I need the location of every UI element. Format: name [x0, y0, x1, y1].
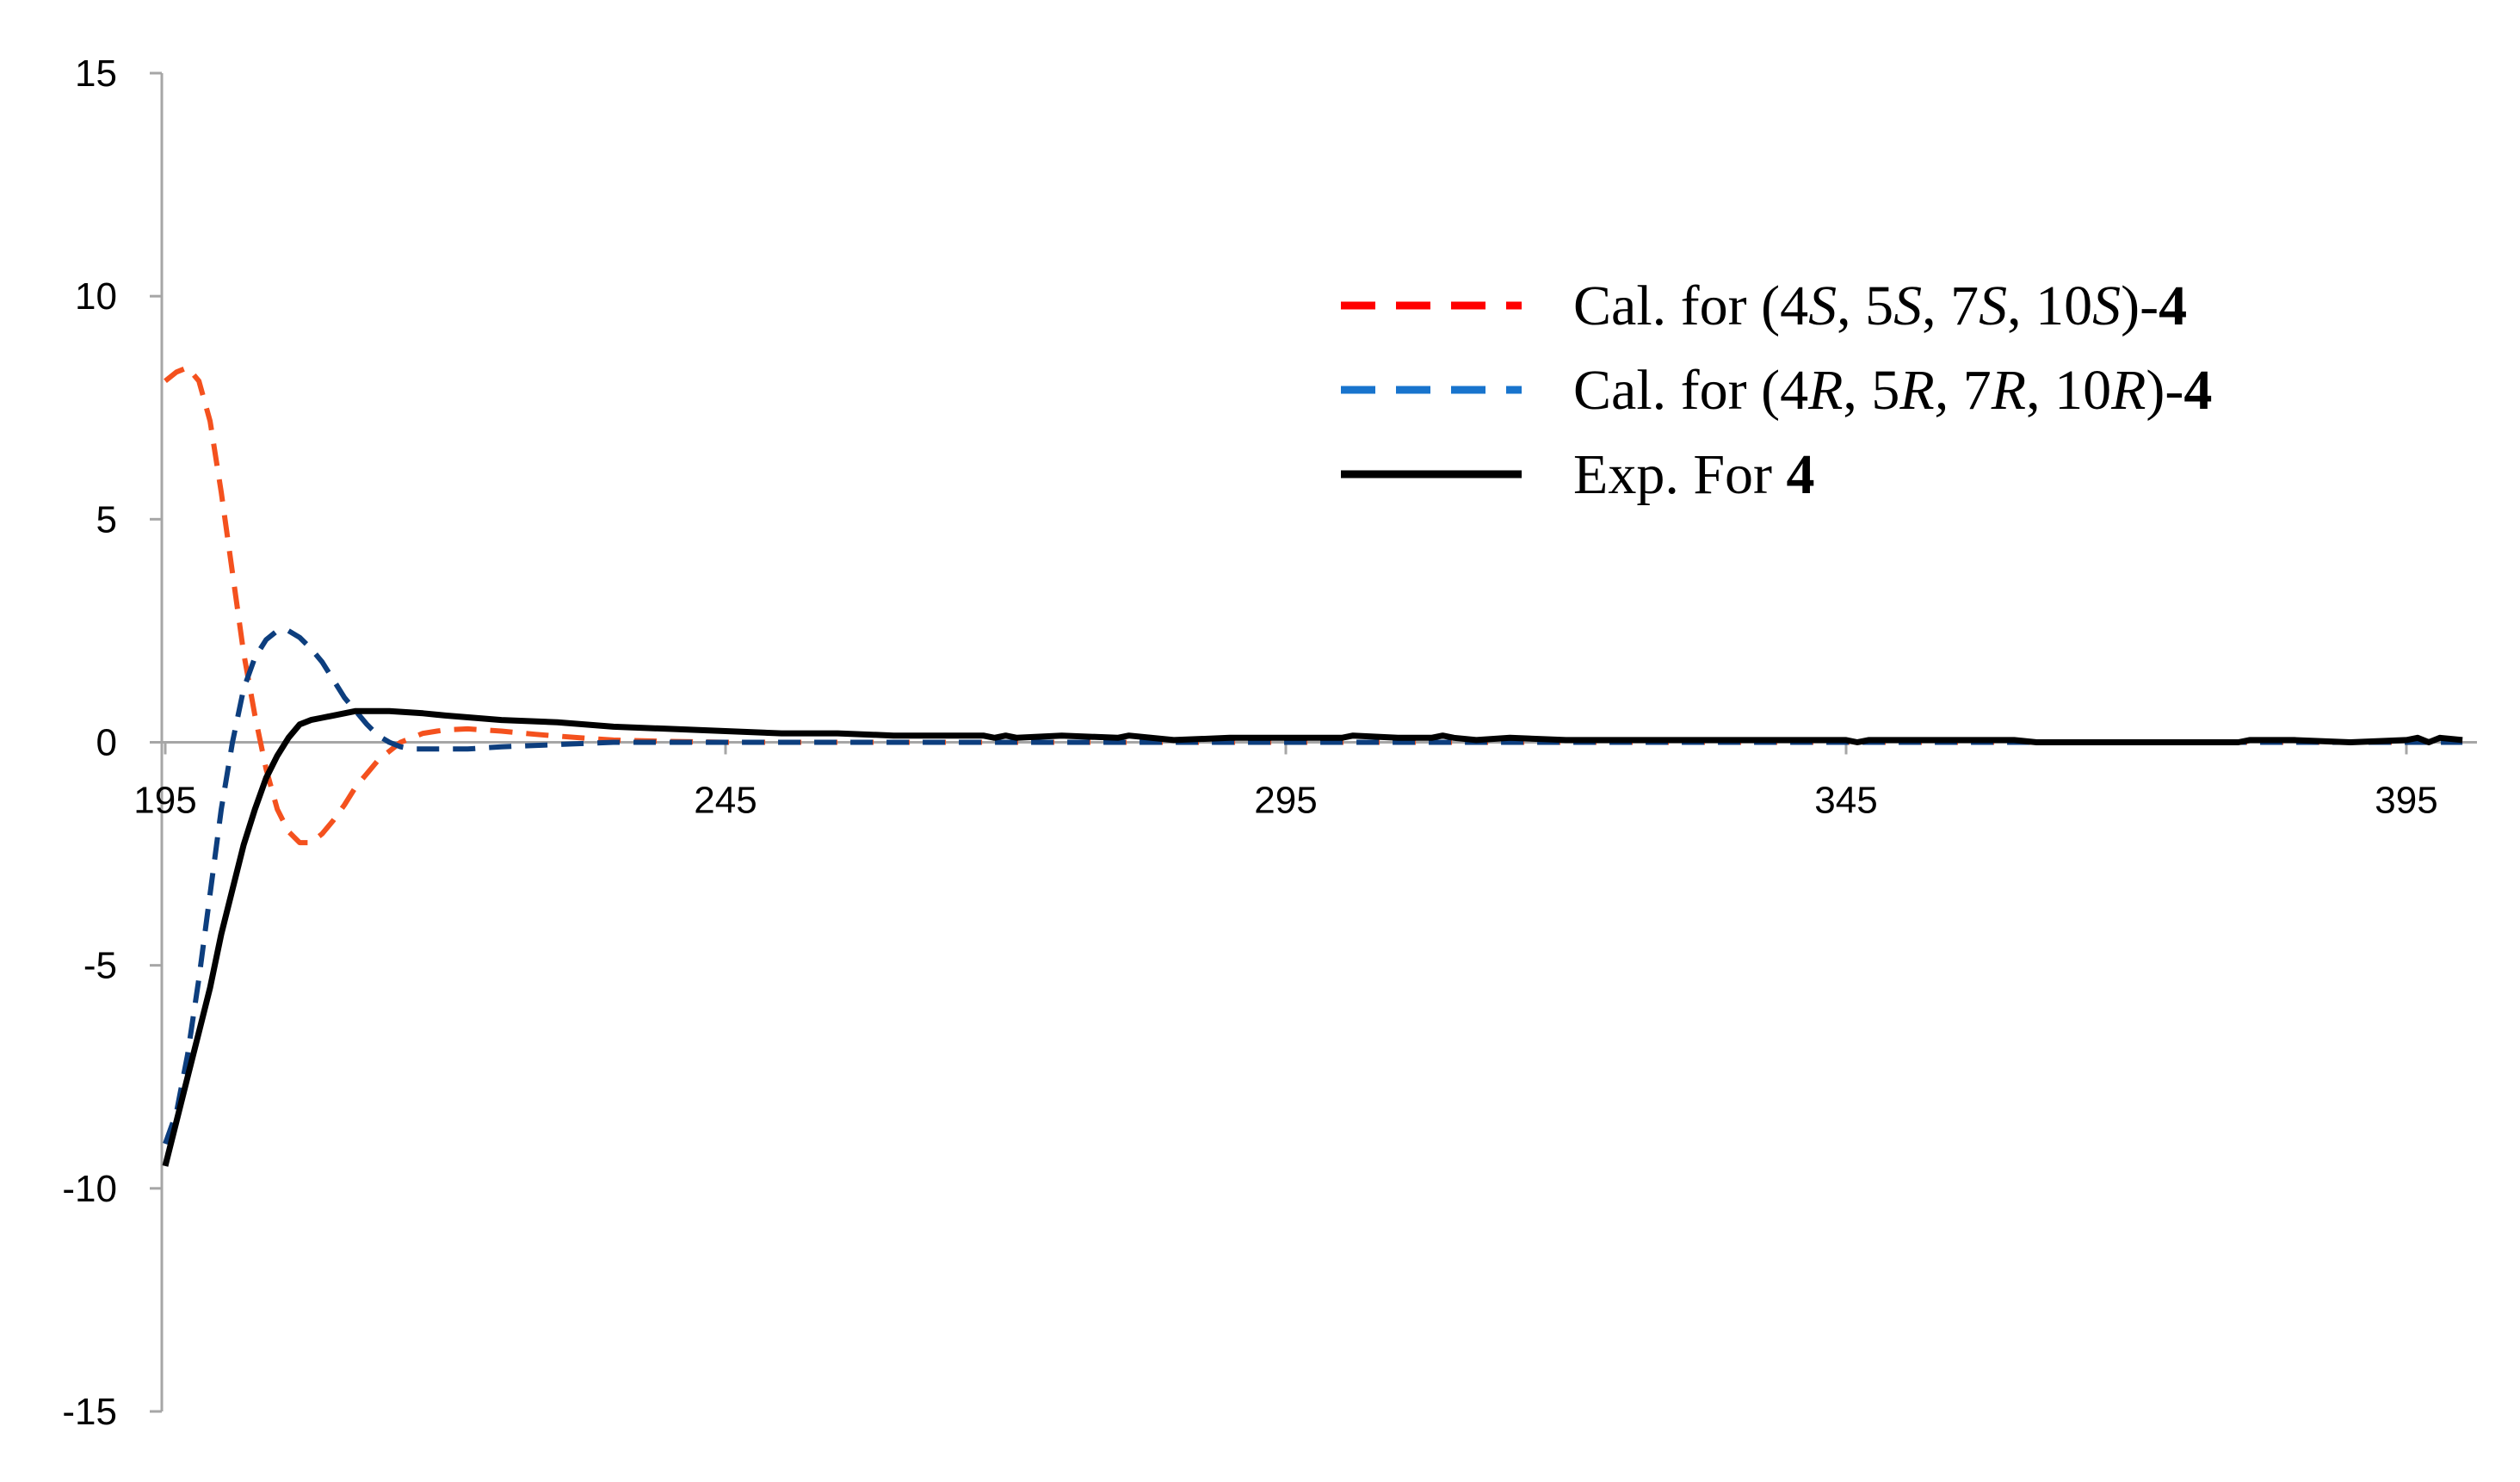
x-tick-label: 395 — [2375, 780, 2437, 822]
legend-label-2: Cal. for (4R, 5R, 7R, 10R)-4 — [1573, 359, 2212, 422]
series-line-3 — [162, 707, 2463, 1167]
y-tick-label: 15 — [75, 52, 117, 95]
x-tick-label: 345 — [1814, 780, 1877, 822]
legend-label-3: Exp. For 4 — [1573, 443, 1815, 506]
legend: Cal. for (4S, 5S, 7S, 10S)-4 Cal. for (4R… — [1341, 275, 2212, 506]
legend-label-1: Cal. for (4S, 5S, 7S, 10S)-4 — [1573, 275, 2187, 337]
series-line-2 — [163, 627, 2463, 1145]
x-tick-label: 295 — [1254, 780, 1317, 822]
y-tick-label: -5 — [83, 945, 117, 987]
y-tick-label: 10 — [75, 275, 117, 318]
series-line-1 — [164, 365, 2463, 846]
tick-labels: 15 10 5 0 -5 -10 -15 195 245 295 345 395 — [62, 52, 2437, 1433]
y-tick-label: 5 — [96, 498, 117, 540]
series-layer — [162, 365, 2463, 1167]
x-tick-label: 245 — [694, 780, 757, 822]
x-tick-label: 195 — [133, 780, 196, 822]
y-tick-label: -10 — [62, 1168, 117, 1210]
y-tick-label: 0 — [96, 722, 117, 764]
y-tick-label: -15 — [62, 1391, 117, 1433]
